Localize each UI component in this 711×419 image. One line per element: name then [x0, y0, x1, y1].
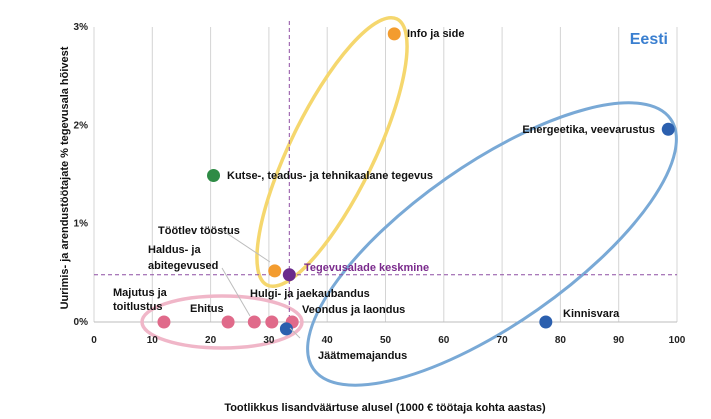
data-points: [157, 27, 675, 336]
data-point: [539, 315, 553, 329]
point-label: Hulgi- ja jaekaubandus: [250, 288, 370, 300]
leader-line: [221, 267, 251, 317]
point-label: Info ja side: [407, 28, 464, 40]
x-tick-label: 30: [263, 335, 275, 346]
point-label: Töötlev tööstus: [158, 225, 240, 237]
pink-cluster-ellipse: [140, 294, 304, 350]
x-tick-label: 40: [322, 335, 334, 346]
data-point: [221, 315, 235, 329]
x-tick-label: 10: [147, 335, 159, 346]
region-label: Eesti: [630, 31, 668, 48]
leader-line: [221, 229, 271, 263]
blue-cluster-ellipse: [306, 101, 678, 387]
y-tick-label: 3%: [74, 22, 89, 33]
x-tick-label: 0: [91, 335, 97, 346]
point-label: Kutse-, teadus- ja tehnikaalane tegevus: [227, 170, 433, 182]
x-tick-label: 90: [613, 335, 625, 346]
point-label: abitegevused: [148, 260, 218, 272]
x-tick-label: 60: [438, 335, 450, 346]
point-label: Ehitus: [190, 303, 224, 315]
point-label: Majutus ja: [113, 287, 168, 299]
x-tick-label: 50: [380, 335, 392, 346]
point-labels: Info ja side Energeetika, veevarustus Kuts…: [113, 28, 655, 362]
grid-lines: [93, 27, 678, 323]
point-label: Veondus ja laondus: [302, 304, 405, 316]
x-tick-label: 100: [669, 335, 686, 346]
point-label: toitlustus: [113, 301, 163, 313]
data-point: [387, 27, 401, 41]
x-axis-title: Tootlikkus lisandväärtuse alusel (1000 €…: [224, 402, 546, 414]
average-label: Tegevusalade keskmine: [304, 262, 429, 274]
y-axis-title: Uurimis- ja arendustöötajate % tegevusal…: [59, 46, 71, 309]
data-point: [247, 315, 261, 329]
data-point: [661, 122, 675, 136]
y-tick-label: 1%: [74, 219, 89, 230]
data-point: [265, 315, 279, 329]
x-tick-label: 80: [555, 335, 567, 346]
data-point: [157, 315, 171, 329]
point-label: Haldus- ja: [148, 244, 201, 256]
axis-ticks: 0 10 20 30 40 50 60 70 80 90 100 0% 1% 2% 3%: [74, 22, 686, 346]
data-point: [279, 322, 293, 336]
data-point: [207, 168, 221, 182]
y-tick-label: 0%: [74, 317, 89, 328]
average-point: [282, 268, 296, 282]
point-label: Jäätmemajandus: [318, 350, 407, 362]
x-tick-label: 70: [497, 335, 509, 346]
leader-line: [289, 327, 301, 339]
point-label: Energeetika, veevarustus: [522, 124, 655, 136]
cluster-ellipses: [140, 15, 678, 387]
yellow-cluster-ellipse: [255, 15, 409, 289]
point-label: Kinnisvara: [563, 308, 620, 320]
x-tick-label: 20: [205, 335, 217, 346]
data-point: [268, 264, 282, 278]
y-tick-label: 2%: [74, 120, 89, 131]
